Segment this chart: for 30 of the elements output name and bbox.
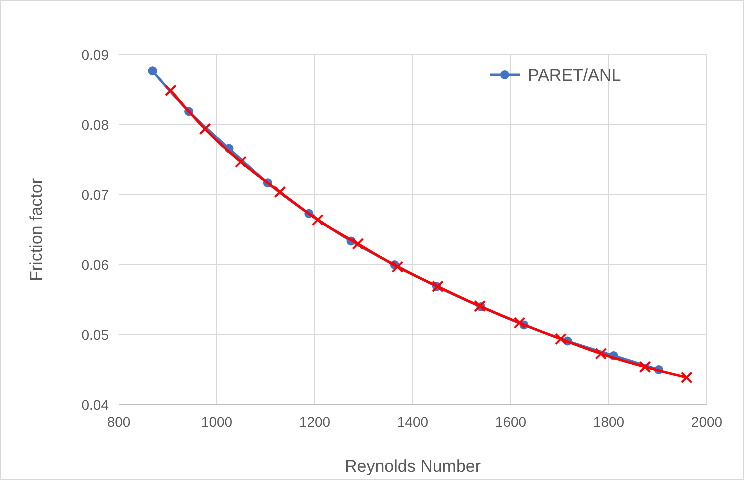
point [595, 348, 608, 360]
x-tick-label: 1600 [495, 414, 527, 430]
y-tick-label: 0.05 [82, 327, 110, 343]
point [474, 300, 486, 312]
x-axis-title: Reynolds Number [344, 457, 482, 476]
point [235, 156, 248, 168]
point [514, 317, 526, 330]
point [392, 261, 404, 274]
y-tick-label: 0.09 [82, 47, 110, 63]
x-tick-label: 1000 [201, 414, 233, 430]
point [274, 186, 286, 198]
y-tick-label: 0.07 [82, 187, 110, 203]
x-tick-label: 2000 [691, 414, 723, 430]
y-axis-title: Friction factor [27, 178, 46, 282]
x-tick-label: 1400 [397, 414, 429, 430]
x-tick-label: 1800 [593, 414, 625, 430]
point [148, 66, 158, 76]
y-tick-label: 0.04 [82, 397, 110, 413]
point [554, 333, 567, 346]
y-tick-label: 0.06 [82, 257, 110, 273]
point [312, 214, 324, 226]
point [164, 84, 177, 97]
x-tick-label: 800 [107, 414, 131, 430]
point [352, 238, 364, 250]
point [680, 372, 693, 384]
point [199, 123, 212, 136]
x-tick-label: 1200 [299, 414, 331, 430]
y-tick-label: 0.08 [82, 117, 110, 133]
legend-label: PARET/ANL [528, 66, 622, 85]
point [639, 361, 652, 374]
